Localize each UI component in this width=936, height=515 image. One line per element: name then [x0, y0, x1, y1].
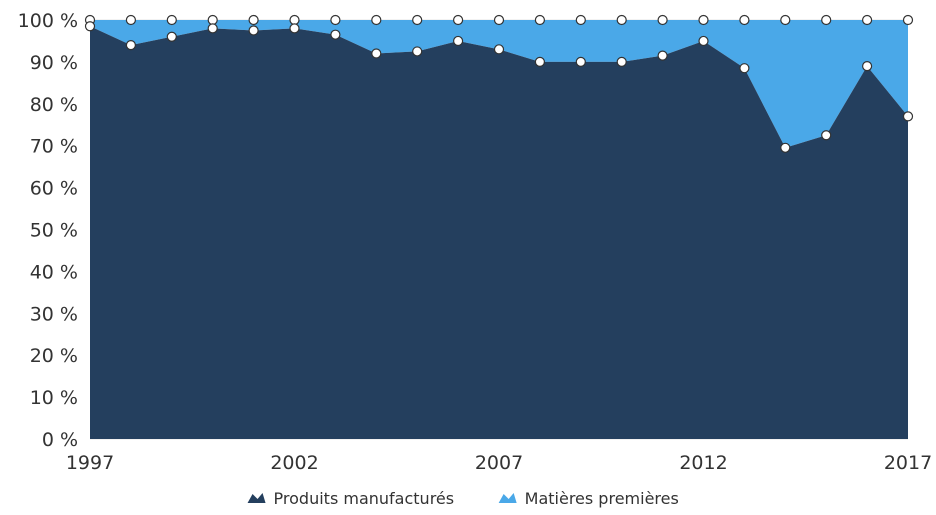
point-matieres-premieres-2011 — [657, 14, 668, 26]
point-produits-manufactures-1999 — [166, 31, 177, 42]
y-tick-label-7: 70 % — [30, 136, 78, 158]
point-produits-manufactures-2006 — [453, 35, 464, 47]
point-produits-manufactures-2002 — [289, 23, 300, 34]
x-tick-label-4: 2017 — [884, 452, 932, 474]
point-matieres-premieres-2000 — [207, 14, 218, 26]
point-produits-manufactures-2017 — [902, 111, 914, 122]
legend-label-1: Matières premières — [525, 489, 679, 508]
point-matieres-premieres-2002 — [289, 14, 300, 26]
y-tick-label-6: 60 % — [30, 178, 78, 200]
y-axis-labels: 0 % 10 % 20 % 30 % 40 % 50 % 60 % 70 % 80 % 90 % 1… — [18, 10, 78, 451]
point-matieres-premieres-2014 — [780, 14, 791, 26]
y-tick-label-0: 0 % — [42, 429, 78, 451]
point-produits-manufactures-2007 — [493, 44, 505, 55]
y-tick-label-10: 100 % — [18, 10, 78, 32]
markers — [84, 14, 914, 153]
y-tick-label-2: 20 % — [30, 345, 78, 367]
point-produits-manufactures-2005 — [412, 46, 423, 57]
x-tick-label-2: 2007 — [475, 452, 523, 474]
point-matieres-premieres-2005 — [412, 14, 423, 26]
point-matieres-premieres-1998 — [125, 14, 136, 26]
y-tick-label-8: 80 % — [30, 94, 78, 116]
legend-label-0: Produits manufacturés — [274, 489, 455, 508]
point-matieres-premieres-2007 — [493, 14, 505, 26]
point-matieres-premieres-2001 — [248, 14, 259, 26]
point-produits-manufactures-2012 — [698, 35, 709, 47]
legend: Produits manufacturés Matières premières — [247, 489, 679, 508]
point-matieres-premieres-2008 — [534, 14, 546, 26]
point-produits-manufactures-2016 — [861, 60, 873, 72]
point-produits-manufactures-2000 — [207, 23, 218, 34]
x-tick-label-1: 2002 — [270, 452, 318, 474]
legend-item-0: Produits manufacturés — [247, 489, 455, 508]
point-matieres-premieres-2012 — [698, 14, 709, 26]
point-produits-manufactures-1998 — [125, 40, 136, 51]
legend-icon-0 — [247, 493, 266, 503]
point-matieres-premieres-2013 — [739, 14, 750, 26]
point-produits-manufactures-2011 — [657, 50, 668, 61]
point-matieres-premieres-2003 — [330, 14, 341, 26]
point-matieres-premieres-2016 — [861, 14, 873, 26]
y-tick-label-5: 50 % — [30, 220, 78, 242]
point-matieres-premieres-1999 — [166, 14, 177, 26]
y-tick-label-1: 10 % — [30, 387, 78, 409]
point-produits-manufactures-1997 — [84, 21, 96, 32]
y-tick-label-3: 30 % — [30, 303, 78, 325]
point-produits-manufactures-2014 — [780, 142, 791, 153]
point-matieres-premieres-2010 — [616, 14, 627, 26]
x-tick-label-0: 1997 — [66, 452, 114, 474]
area-produits-manufactures — [90, 26, 908, 439]
point-matieres-premieres-2015 — [821, 14, 832, 26]
point-produits-manufactures-2015 — [821, 130, 832, 141]
point-produits-manufactures-2009 — [575, 56, 586, 68]
point-matieres-premieres-2004 — [371, 14, 382, 26]
legend-icon-1 — [498, 493, 517, 503]
point-matieres-premieres-2017 — [902, 14, 914, 26]
point-produits-manufactures-2013 — [739, 63, 750, 74]
y-tick-label-9: 90 % — [30, 52, 78, 74]
point-produits-manufactures-2003 — [330, 29, 341, 40]
point-matieres-premieres-2006 — [453, 14, 464, 26]
legend-item-1: Matières premières — [498, 489, 679, 508]
point-matieres-premieres-2009 — [575, 14, 586, 26]
y-tick-label-4: 40 % — [30, 261, 78, 283]
point-produits-manufactures-2008 — [534, 56, 546, 68]
point-produits-manufactures-2001 — [248, 25, 259, 36]
point-produits-manufactures-2004 — [371, 48, 382, 59]
x-tick-label-3: 2012 — [679, 452, 727, 474]
x-axis-labels: 1997 2002 2007 2012 2017 — [66, 452, 932, 474]
point-produits-manufactures-2010 — [616, 56, 627, 68]
